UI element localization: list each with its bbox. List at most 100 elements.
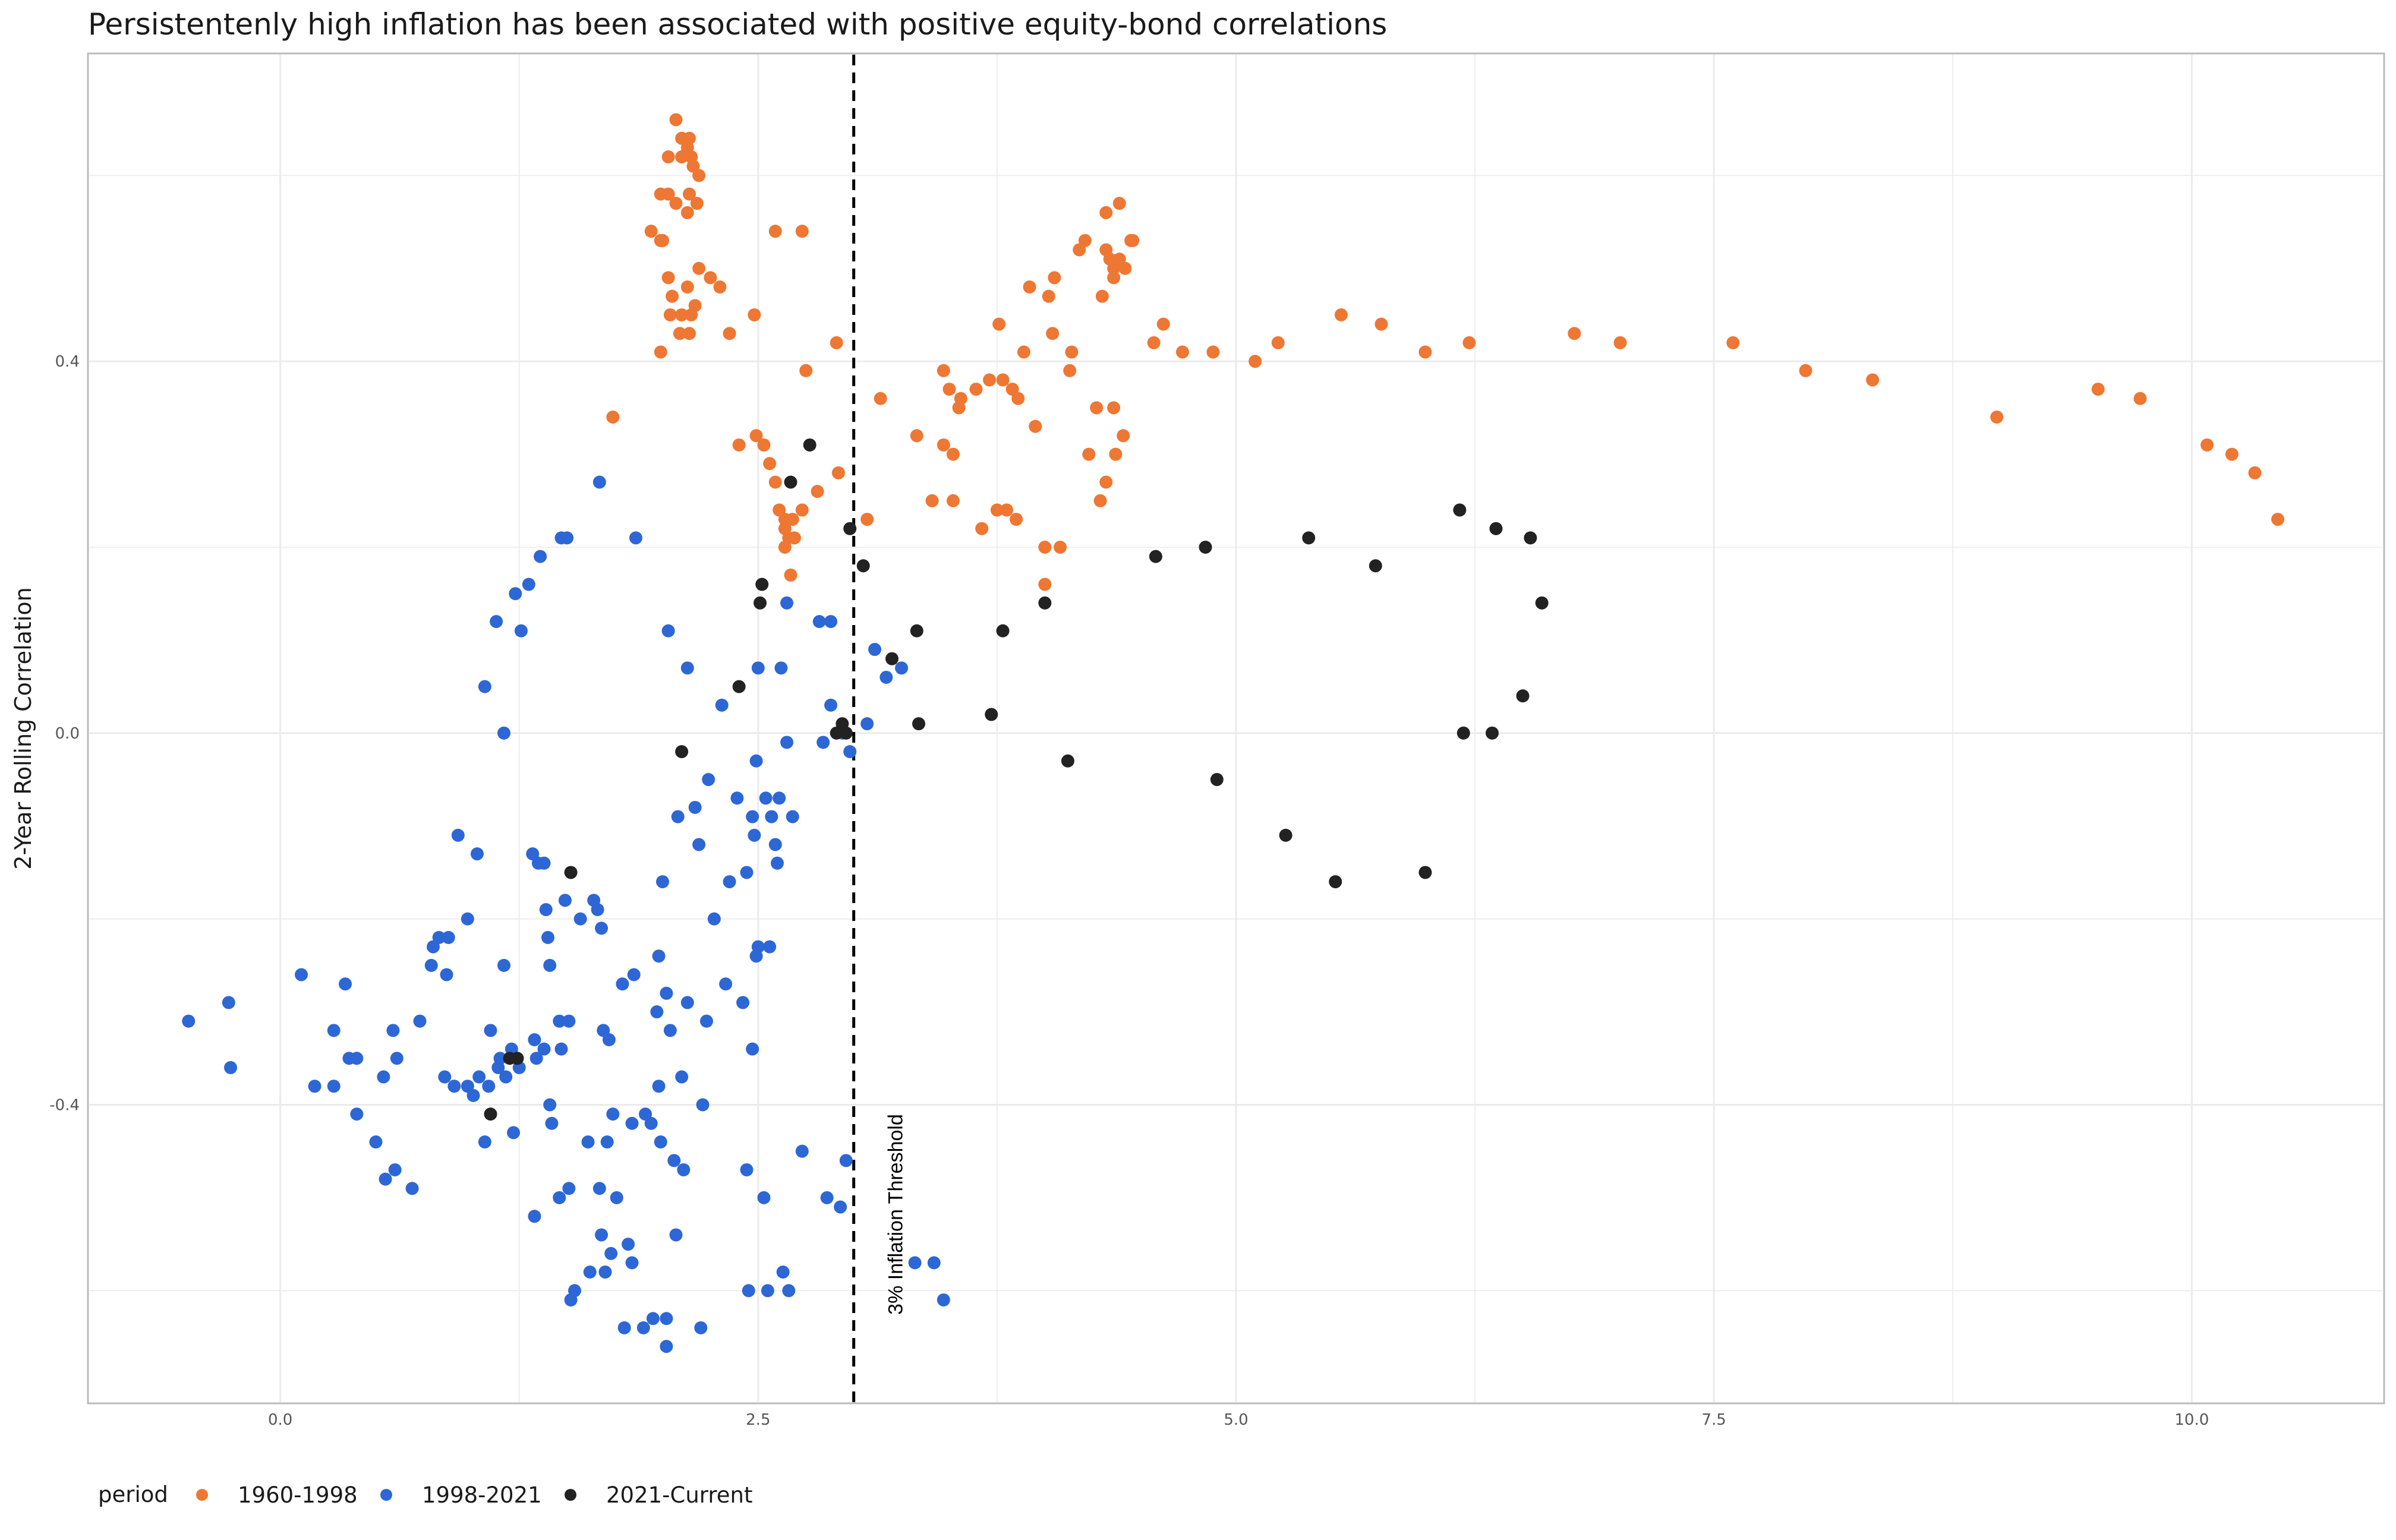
- point-1960-1998: [874, 392, 887, 405]
- point-1960-1998: [992, 317, 1006, 331]
- point-1998-2021: [839, 1154, 853, 1167]
- point-1998-2021: [879, 670, 893, 684]
- point-1960-1998: [1000, 503, 1013, 517]
- point-1998-2021: [490, 615, 503, 629]
- point-1960-1998: [830, 336, 843, 349]
- point-1960-1998: [1099, 206, 1113, 219]
- point-1998-2021: [534, 550, 547, 563]
- point-1960-1998: [1063, 364, 1077, 377]
- point-2021-Current: [1302, 531, 1316, 545]
- point-1998-2021: [386, 1024, 400, 1037]
- point-1960-1998: [1042, 289, 1055, 303]
- threshold-group: 3% Inflation Threshold: [852, 55, 907, 1402]
- point-2021-Current: [1038, 596, 1052, 610]
- y-axis-title: 2-Year Rolling Correlation: [10, 587, 36, 869]
- point-1998-2021: [499, 1070, 513, 1084]
- point-1998-2021: [765, 810, 778, 823]
- point-1998-2021: [595, 1228, 609, 1242]
- legend-label-2021-Current: 2021-Current: [606, 1482, 752, 1508]
- point-1998-2021: [543, 958, 557, 972]
- point-1998-2021: [616, 977, 629, 991]
- point-1960-1998: [1010, 513, 1023, 526]
- point-1960-1998: [937, 364, 950, 377]
- point-1960-1998: [606, 411, 620, 424]
- point-1960-1998: [666, 289, 679, 303]
- point-1960-1998: [1078, 233, 1092, 247]
- point-1998-2021: [447, 1080, 461, 1093]
- y-tick-label: 0.4: [55, 353, 80, 371]
- point-1960-1998: [748, 308, 761, 321]
- point-1998-2021: [843, 745, 857, 759]
- point-1998-2021: [350, 1107, 364, 1121]
- legend-label-1998-2021: 1998-2021: [422, 1482, 542, 1508]
- point-1960-1998: [661, 187, 675, 201]
- point-1998-2021: [507, 1126, 521, 1140]
- point-1998-2021: [824, 615, 838, 629]
- point-1998-2021: [553, 1014, 566, 1028]
- point-1998-2021: [740, 866, 754, 879]
- point-1998-2021: [677, 1163, 691, 1176]
- point-1960-1998: [663, 308, 677, 321]
- point-1960-1998: [644, 225, 658, 238]
- point-1998-2021: [379, 1172, 392, 1186]
- point-1998-2021: [438, 1070, 452, 1084]
- point-1998-2021: [466, 1088, 480, 1102]
- x-tick-label: 2.5: [746, 1411, 770, 1429]
- point-2021-Current: [1149, 550, 1162, 563]
- point-1998-2021: [707, 912, 721, 926]
- point-1998-2021: [595, 922, 609, 935]
- y-tick-label: -0.4: [49, 1096, 80, 1114]
- point-1960-1998: [996, 373, 1010, 387]
- point-1998-2021: [610, 1191, 623, 1204]
- point-1998-2021: [604, 1246, 618, 1260]
- point-1960-1998: [1107, 401, 1121, 415]
- point-1998-2021: [558, 894, 572, 907]
- point-1960-1998: [1112, 197, 1126, 210]
- legend-key-1960-1998: [196, 1489, 208, 1501]
- point-1960-1998: [2225, 447, 2239, 461]
- point-1960-1998: [661, 271, 675, 285]
- point-1998-2021: [224, 1061, 238, 1074]
- point-2021-Current: [675, 745, 689, 759]
- point-1998-2021: [598, 1266, 612, 1279]
- point-1960-1998: [692, 261, 706, 275]
- point-1960-1998: [946, 447, 960, 461]
- point-1998-2021: [667, 1154, 681, 1167]
- point-1960-1998: [2200, 438, 2214, 452]
- point-1998-2021: [895, 661, 909, 675]
- point-1998-2021: [327, 1024, 341, 1037]
- point-1960-1998: [786, 513, 799, 526]
- legend: period 1960-1998 1998-2021 2021-Current: [98, 1482, 752, 1508]
- point-1998-2021: [581, 1135, 595, 1149]
- point-1998-2021: [663, 1024, 677, 1037]
- point-1998-2021: [773, 791, 786, 805]
- point-1998-2021: [432, 930, 446, 944]
- point-1960-1998: [787, 531, 801, 545]
- point-2021-Current: [843, 522, 857, 535]
- point-1998-2021: [860, 717, 874, 731]
- point-1960-1998: [860, 513, 874, 526]
- point-1960-1998: [946, 494, 960, 507]
- threshold-label: 3% Inflation Threshold: [885, 1114, 907, 1315]
- point-1960-1998: [1334, 308, 1348, 321]
- point-1960-1998: [749, 429, 763, 443]
- point-1998-2021: [478, 1135, 491, 1149]
- point-1960-1998: [1109, 447, 1123, 461]
- point-1960-1998: [1990, 411, 2004, 424]
- point-1998-2021: [537, 856, 551, 870]
- point-1998-2021: [644, 1116, 658, 1130]
- point-1998-2021: [339, 977, 352, 991]
- point-2021-Current: [910, 624, 923, 638]
- point-1960-1998: [831, 466, 845, 479]
- point-1998-2021: [413, 1014, 427, 1028]
- x-axis-ticks: 0.0 2.5 5.0 7.5 10.0: [268, 1411, 2209, 1429]
- point-1998-2021: [627, 968, 641, 982]
- point-1998-2021: [746, 810, 759, 823]
- grid-lines: [89, 55, 2383, 1402]
- point-1998-2021: [583, 1266, 597, 1279]
- point-1998-2021: [606, 1107, 620, 1121]
- point-1960-1998: [1048, 271, 1061, 285]
- point-1960-1998: [1099, 475, 1113, 489]
- point-1960-1998: [1046, 327, 1060, 340]
